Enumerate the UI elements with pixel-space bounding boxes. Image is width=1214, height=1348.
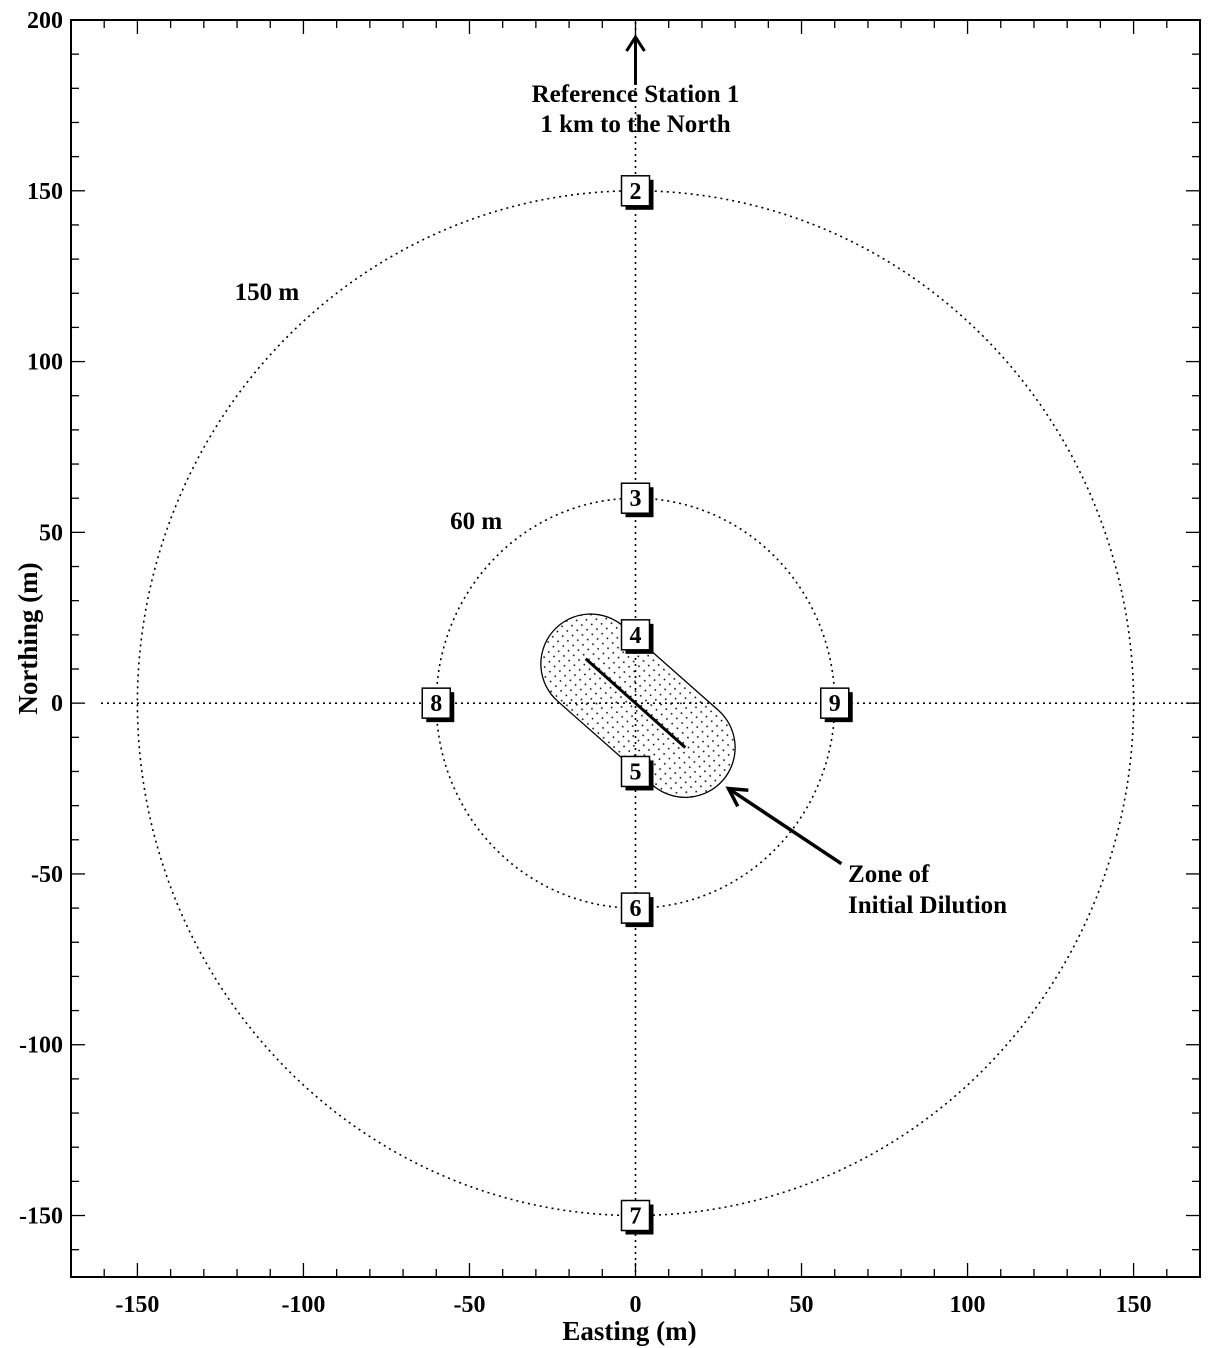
y-tick-label: 100	[27, 350, 63, 376]
y-tick-label: -50	[31, 862, 63, 888]
station-4: 4	[620, 619, 654, 654]
x-tick-label: -150	[115, 1292, 159, 1318]
zone-note: Zone of	[848, 861, 930, 888]
y-tick-label: 0	[51, 691, 63, 717]
ring-label-150m: 150 m	[235, 279, 300, 306]
x-tick-label: -100	[281, 1292, 325, 1318]
x-tick-label: 150	[1116, 1292, 1152, 1318]
annotations: Reference Station 1 1 km to the North Zone…	[532, 34, 1007, 919]
station-box	[421, 687, 452, 719]
zone-arrow-head	[725, 786, 749, 808]
station-7: 7	[620, 1199, 654, 1235]
station-label: 9	[829, 691, 841, 717]
station-label: 7	[630, 1204, 642, 1230]
reference-arrow-head	[625, 34, 646, 52]
station-box	[620, 1199, 651, 1232]
zone-of-initial-dilution	[540, 613, 736, 799]
station-label: 3	[630, 486, 642, 512]
station-label: 4	[630, 623, 642, 649]
station-box	[620, 755, 651, 788]
x-tick-label: -50	[453, 1292, 485, 1318]
stations: 2 3 4 5 6 7 8 9	[421, 175, 853, 1235]
x-axis-title: Easting (m)	[562, 1316, 696, 1346]
axes: -150 -100 -50 0 50 100 150 -150 -100 -50 0 50 100 150…	[13, 8, 1201, 1346]
x-tick-label: 100	[950, 1292, 986, 1318]
station-label: 8	[430, 691, 442, 717]
reference-station-note: Reference Station 1	[532, 81, 740, 108]
station-8: 8	[421, 687, 455, 723]
y-tick-label: 200	[27, 8, 63, 34]
zone-note: Initial Dilution	[848, 892, 1007, 919]
y-tick-label: 50	[39, 520, 63, 546]
ring-label-60m: 60 m	[450, 508, 502, 535]
station-label: 5	[630, 759, 642, 785]
station-9: 9	[819, 687, 853, 723]
station-box	[620, 892, 651, 924]
y-tick-label: -100	[19, 1033, 63, 1059]
x-tick-label: 0	[630, 1292, 642, 1318]
reference-station-note: 1 km to the North	[540, 111, 730, 138]
x-tick-label: 50	[790, 1292, 814, 1318]
y-tick-label: -150	[19, 1204, 63, 1230]
station-label: 6	[630, 896, 642, 922]
y-axis-title: Northing (m)	[13, 562, 43, 714]
station-2: 2	[620, 175, 654, 210]
station-box	[620, 482, 651, 514]
station-box	[620, 619, 651, 651]
y-tick-label: 150	[27, 179, 63, 205]
station-box	[819, 687, 850, 719]
station-box	[620, 175, 651, 207]
zone-arrow-shaft	[727, 787, 843, 866]
station-5: 5	[620, 755, 654, 791]
station-6: 6	[620, 892, 654, 928]
station-label: 2	[630, 179, 642, 205]
station-3: 3	[620, 482, 654, 518]
diffuser-line	[584, 657, 687, 749]
